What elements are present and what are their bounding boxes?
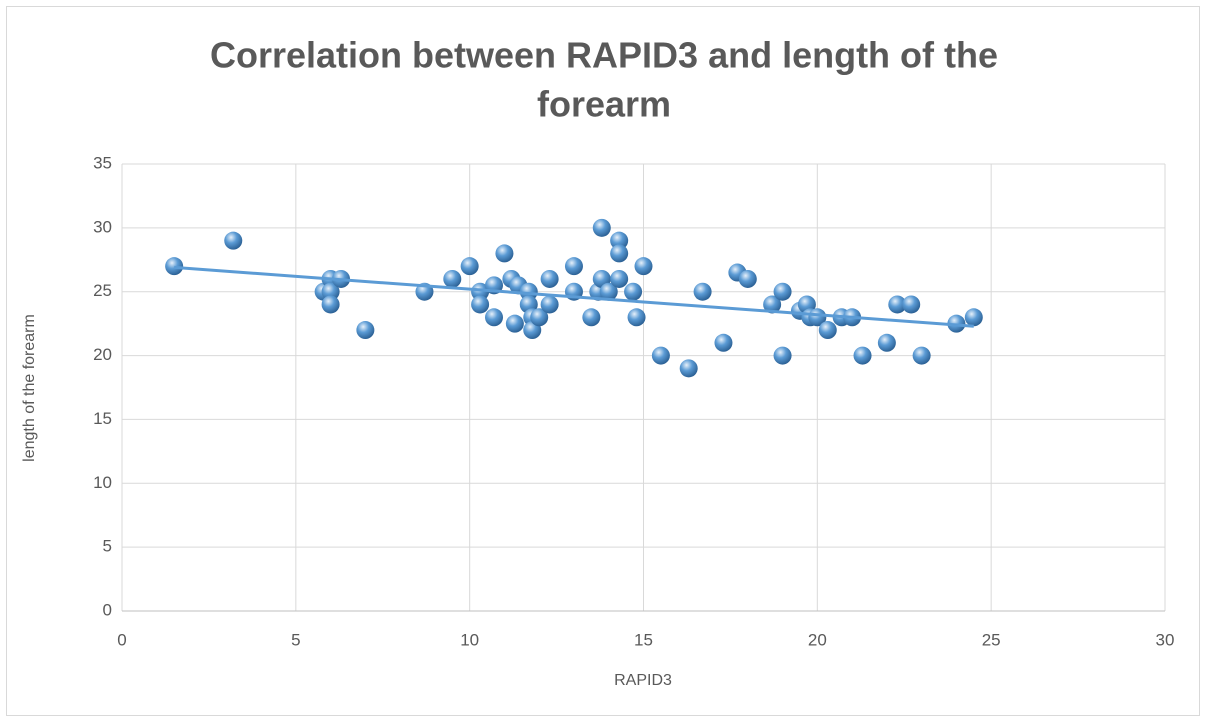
point [773, 346, 792, 365]
point [592, 218, 611, 237]
point [582, 308, 601, 327]
point [714, 333, 733, 352]
chart-border [6, 6, 1200, 716]
point [624, 282, 643, 301]
point [540, 269, 559, 288]
point [651, 346, 670, 365]
point [443, 269, 462, 288]
point [818, 321, 837, 340]
x-tick-label: 20 [808, 630, 827, 649]
x-axis-title: RAPID3 [614, 672, 672, 689]
x-tick-label: 30 [1156, 630, 1175, 649]
y-tick-label: 15 [93, 409, 112, 428]
y-tick-label: 5 [103, 537, 112, 556]
point [599, 282, 618, 301]
x-tick-label: 25 [982, 630, 1001, 649]
point [495, 244, 514, 263]
point [471, 282, 490, 301]
x-tick-label: 0 [117, 630, 126, 649]
y-tick-label: 0 [103, 600, 112, 619]
point [853, 346, 872, 365]
point [224, 231, 243, 250]
point [165, 257, 184, 276]
x-tick-label: 5 [291, 630, 300, 649]
point [485, 308, 504, 327]
point [321, 282, 340, 301]
point [321, 295, 340, 314]
y-tick-label: 30 [93, 217, 112, 236]
chart-title: Correlation between RAPID3 and length of… [210, 35, 998, 76]
chart-title: forearm [537, 84, 671, 125]
point [902, 295, 921, 314]
point [530, 308, 549, 327]
trendline [174, 265, 974, 328]
point [964, 308, 983, 327]
point [634, 257, 653, 276]
y-tick-label: 20 [93, 345, 112, 364]
point [877, 333, 896, 352]
point [912, 346, 931, 365]
y-tick-label: 10 [93, 473, 112, 492]
point [773, 282, 792, 301]
x-tick-label: 15 [634, 630, 653, 649]
point [693, 282, 712, 301]
point [610, 269, 629, 288]
point [610, 231, 629, 250]
y-axis-title: length of the forearm [21, 314, 38, 462]
point [540, 295, 559, 314]
point [460, 257, 479, 276]
point [505, 314, 524, 333]
y-tick-label: 35 [93, 153, 112, 172]
point [471, 295, 490, 314]
y-tick-label: 25 [93, 281, 112, 300]
point [808, 308, 827, 327]
point [610, 244, 629, 263]
point [564, 257, 583, 276]
point [738, 269, 757, 288]
point [519, 282, 538, 301]
point [356, 321, 375, 340]
x-tick-label: 10 [460, 630, 479, 649]
point [888, 295, 907, 314]
point [679, 359, 698, 378]
point [763, 295, 782, 314]
point [627, 308, 646, 327]
